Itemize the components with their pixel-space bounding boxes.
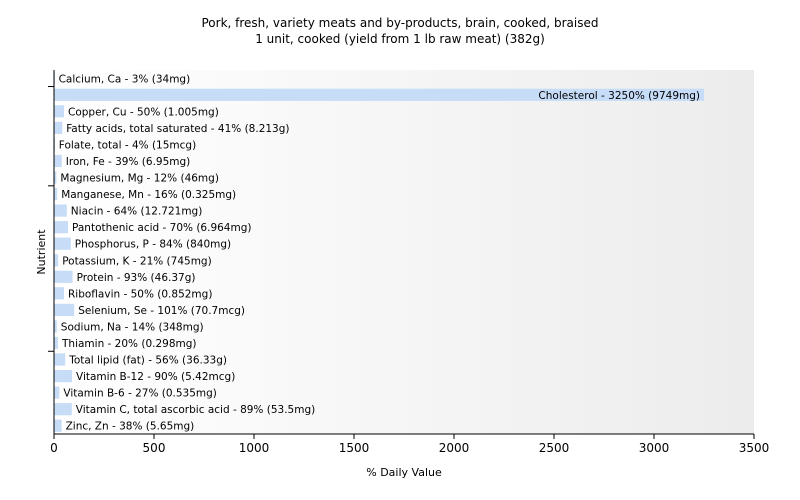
bar — [54, 353, 66, 366]
bar-label: Cholesterol - 3250% (9749mg) — [538, 90, 700, 102]
bar-label: Thiamin - 20% (0.298mg) — [61, 338, 197, 350]
bar-label: Total lipid (fat) - 56% (36.33g) — [68, 355, 227, 367]
bar-label: Vitamin B-6 - 27% (0.535mg) — [63, 388, 217, 400]
bar — [54, 270, 73, 283]
x-tick-label: 1000 — [239, 441, 270, 455]
bar — [54, 237, 71, 250]
bar-label: Magnesium, Mg - 12% (46mg) — [60, 173, 219, 185]
bar-label: Riboflavin - 50% (0.852mg) — [68, 288, 212, 300]
bar — [54, 336, 58, 350]
x-tick-label: 2000 — [439, 441, 470, 455]
bar-label: Folate, total - 4% (15mcg) — [59, 140, 196, 152]
bar — [54, 320, 57, 333]
chart-title: Pork, fresh, variety meats and by-produc… — [201, 16, 599, 30]
bar — [54, 204, 67, 217]
x-tick-label: 500 — [143, 441, 166, 455]
bar-label: Sodium, Na - 14% (348mg) — [61, 322, 204, 334]
x-tick-label: 1500 — [339, 441, 370, 455]
bar-label: Potassium, K - 21% (745mg) — [62, 255, 212, 267]
bar — [54, 303, 75, 316]
bar — [54, 386, 60, 399]
x-tick-label: 0 — [50, 441, 58, 455]
x-tick-label: 3000 — [639, 441, 670, 455]
bar-label: Vitamin C, total ascorbic acid - 89% (53… — [76, 404, 315, 416]
bar-label: Copper, Cu - 50% (1.005mg) — [68, 106, 219, 118]
bar — [54, 171, 57, 184]
bar — [54, 121, 63, 134]
bar — [54, 88, 704, 101]
bar — [54, 287, 64, 300]
x-tick-label: 2500 — [539, 441, 570, 455]
bar-label: Vitamin B-12 - 90% (5.42mcg) — [76, 371, 235, 383]
bar — [54, 221, 68, 234]
bar — [54, 370, 72, 383]
bar-label: Iron, Fe - 39% (6.95mg) — [66, 156, 190, 168]
bar — [54, 154, 62, 168]
bar — [54, 188, 58, 201]
x-axis-label: % Daily Value — [366, 466, 442, 479]
plot-background — [54, 70, 754, 434]
bar-label: Protein - 93% (46.37g) — [77, 272, 196, 284]
bar-label: Fatty acids, total saturated - 41% (8.21… — [66, 123, 289, 135]
bar-label: Selenium, Se - 101% (70.7mcg) — [78, 305, 245, 317]
bar — [54, 419, 62, 432]
bar-label: Niacin - 64% (12.721mg) — [71, 206, 203, 218]
bar-label: Manganese, Mn - 16% (0.325mg) — [61, 189, 236, 201]
bar-label: Zinc, Zn - 38% (5.65mg) — [66, 421, 195, 433]
x-tick-label: 3500 — [739, 441, 770, 455]
bar — [54, 254, 59, 267]
bar — [54, 105, 64, 118]
bar — [54, 403, 72, 416]
chart-subtitle: 1 unit, cooked (yield from 1 lb raw meat… — [255, 32, 545, 46]
bar-label: Calcium, Ca - 3% (34mg) — [59, 73, 191, 85]
y-axis-label: Nutrient — [35, 229, 48, 275]
bar-label: Pantothenic acid - 70% (6.964mg) — [72, 222, 251, 234]
bar-label: Phosphorus, P - 84% (840mg) — [75, 239, 231, 251]
